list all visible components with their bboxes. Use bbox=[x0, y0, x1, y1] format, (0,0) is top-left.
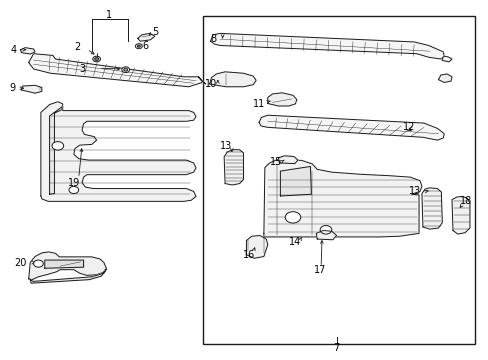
Circle shape bbox=[137, 45, 140, 47]
Polygon shape bbox=[209, 72, 256, 87]
Circle shape bbox=[52, 141, 63, 150]
Polygon shape bbox=[30, 269, 106, 283]
Polygon shape bbox=[259, 115, 443, 140]
Text: 17: 17 bbox=[313, 265, 325, 275]
Text: 3: 3 bbox=[79, 64, 85, 74]
Text: 9: 9 bbox=[10, 83, 16, 93]
Text: 11: 11 bbox=[252, 99, 264, 109]
Polygon shape bbox=[264, 159, 421, 237]
Text: 15: 15 bbox=[270, 157, 282, 167]
Polygon shape bbox=[198, 77, 205, 84]
Circle shape bbox=[95, 58, 99, 60]
Polygon shape bbox=[29, 54, 203, 87]
Text: 18: 18 bbox=[459, 196, 471, 206]
Text: 6: 6 bbox=[142, 41, 148, 51]
Polygon shape bbox=[246, 235, 267, 258]
Circle shape bbox=[320, 226, 331, 234]
Circle shape bbox=[93, 56, 101, 62]
Text: 12: 12 bbox=[402, 122, 415, 132]
Circle shape bbox=[123, 68, 127, 71]
Polygon shape bbox=[278, 156, 297, 164]
Text: 1: 1 bbox=[105, 10, 112, 20]
Text: 16: 16 bbox=[243, 251, 255, 260]
Text: 13: 13 bbox=[408, 186, 421, 197]
Polygon shape bbox=[316, 230, 336, 240]
Circle shape bbox=[135, 44, 142, 49]
Polygon shape bbox=[267, 93, 296, 106]
Text: 8: 8 bbox=[210, 35, 216, 44]
Polygon shape bbox=[41, 102, 196, 201]
Polygon shape bbox=[21, 85, 42, 93]
Text: 20: 20 bbox=[14, 257, 27, 267]
Circle shape bbox=[34, 260, 43, 267]
Polygon shape bbox=[442, 56, 451, 62]
Polygon shape bbox=[421, 188, 442, 229]
Circle shape bbox=[69, 186, 79, 194]
Bar bbox=[203, 16, 474, 344]
Polygon shape bbox=[45, 260, 83, 268]
Polygon shape bbox=[210, 33, 443, 59]
Polygon shape bbox=[49, 107, 62, 194]
Text: 10: 10 bbox=[205, 79, 217, 89]
Polygon shape bbox=[138, 33, 155, 41]
Polygon shape bbox=[280, 166, 311, 196]
Text: 14: 14 bbox=[289, 237, 301, 247]
Text: 2: 2 bbox=[74, 42, 80, 52]
Polygon shape bbox=[20, 48, 35, 54]
Polygon shape bbox=[29, 252, 106, 280]
Circle shape bbox=[285, 212, 300, 223]
Polygon shape bbox=[224, 150, 243, 185]
Text: 5: 5 bbox=[152, 27, 158, 37]
Text: 13: 13 bbox=[220, 141, 232, 151]
Polygon shape bbox=[451, 196, 469, 234]
Text: 7: 7 bbox=[333, 343, 339, 353]
Circle shape bbox=[122, 67, 129, 72]
Text: 19: 19 bbox=[67, 178, 80, 188]
Polygon shape bbox=[438, 74, 451, 82]
Text: 4: 4 bbox=[10, 45, 16, 55]
